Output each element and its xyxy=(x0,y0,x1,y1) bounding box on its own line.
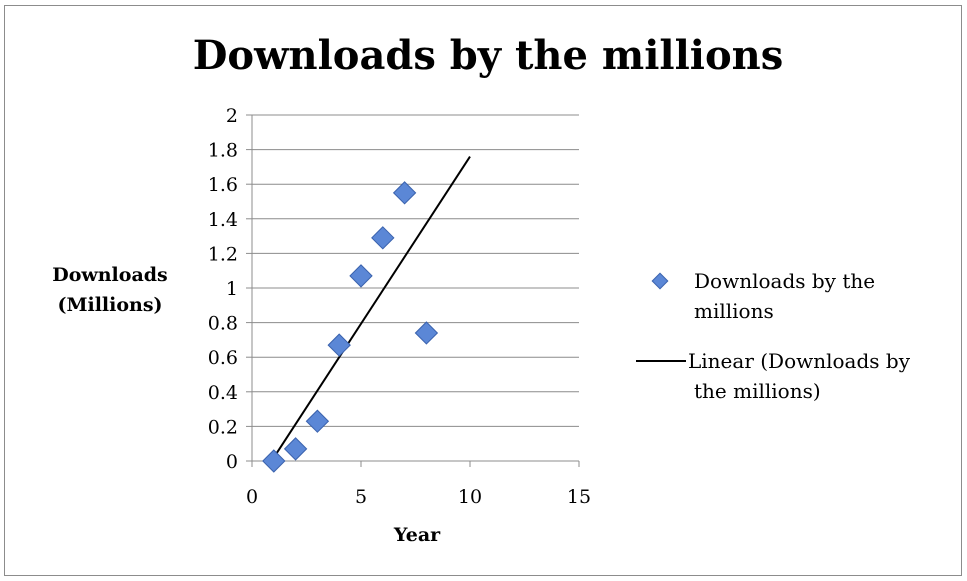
x-tick-label: 0 xyxy=(246,486,258,508)
x-tick-label: 5 xyxy=(355,486,367,508)
data-point xyxy=(305,409,330,433)
y-tick-label: 0.8 xyxy=(208,313,238,335)
trendline xyxy=(272,155,471,459)
legend-label-trendline-line-2: the millions) xyxy=(694,379,821,403)
legend: Downloads by the millions Linear (Downlo… xyxy=(636,269,911,403)
y-tick-label: 1.6 xyxy=(208,174,238,196)
grid-layer xyxy=(252,114,579,427)
y-tick-label: 0.6 xyxy=(208,347,238,369)
data-point xyxy=(371,226,395,250)
data-point xyxy=(327,333,351,357)
x-axis-title: Year xyxy=(393,524,441,546)
y-tick-label: 2 xyxy=(226,105,238,127)
x-tick-label: 10 xyxy=(458,486,482,508)
y-axis-title-line-2: (Millions) xyxy=(57,294,162,316)
legend-marker-scatter xyxy=(651,272,669,290)
legend-label-scatter-line-1: Downloads by the xyxy=(694,269,875,293)
y-tick-label: 1 xyxy=(226,278,238,300)
y-tick-label: 0.2 xyxy=(208,416,238,438)
y-tick-label: 1.2 xyxy=(208,243,238,265)
data-point xyxy=(349,264,373,288)
data-point xyxy=(283,437,308,461)
points-layer xyxy=(262,181,439,473)
data-point xyxy=(392,181,417,205)
y-axis-title-line-1: Downloads xyxy=(52,264,168,286)
trendline-layer xyxy=(272,155,471,459)
legend-label-trendline-line-1: Linear (Downloads by xyxy=(688,349,911,373)
x-tick-label: 15 xyxy=(567,486,591,508)
data-point xyxy=(262,449,286,473)
y-tick-label: 1.4 xyxy=(208,209,238,231)
legend-label-scatter-line-2: millions xyxy=(694,299,774,323)
data-point xyxy=(414,321,439,345)
y-tick-label: 0.4 xyxy=(208,382,238,404)
axes-layer: 0 0.2 0.4 0.6 0.8 1 1.2 1.4 1.6 1.8 2 0 5 10 15 xyxy=(208,105,591,508)
y-tick-label: 0 xyxy=(226,451,238,473)
y-tick-label: 1.8 xyxy=(208,140,238,162)
chart-title: Downloads by the millions xyxy=(193,32,784,79)
chart-border xyxy=(4,5,962,576)
